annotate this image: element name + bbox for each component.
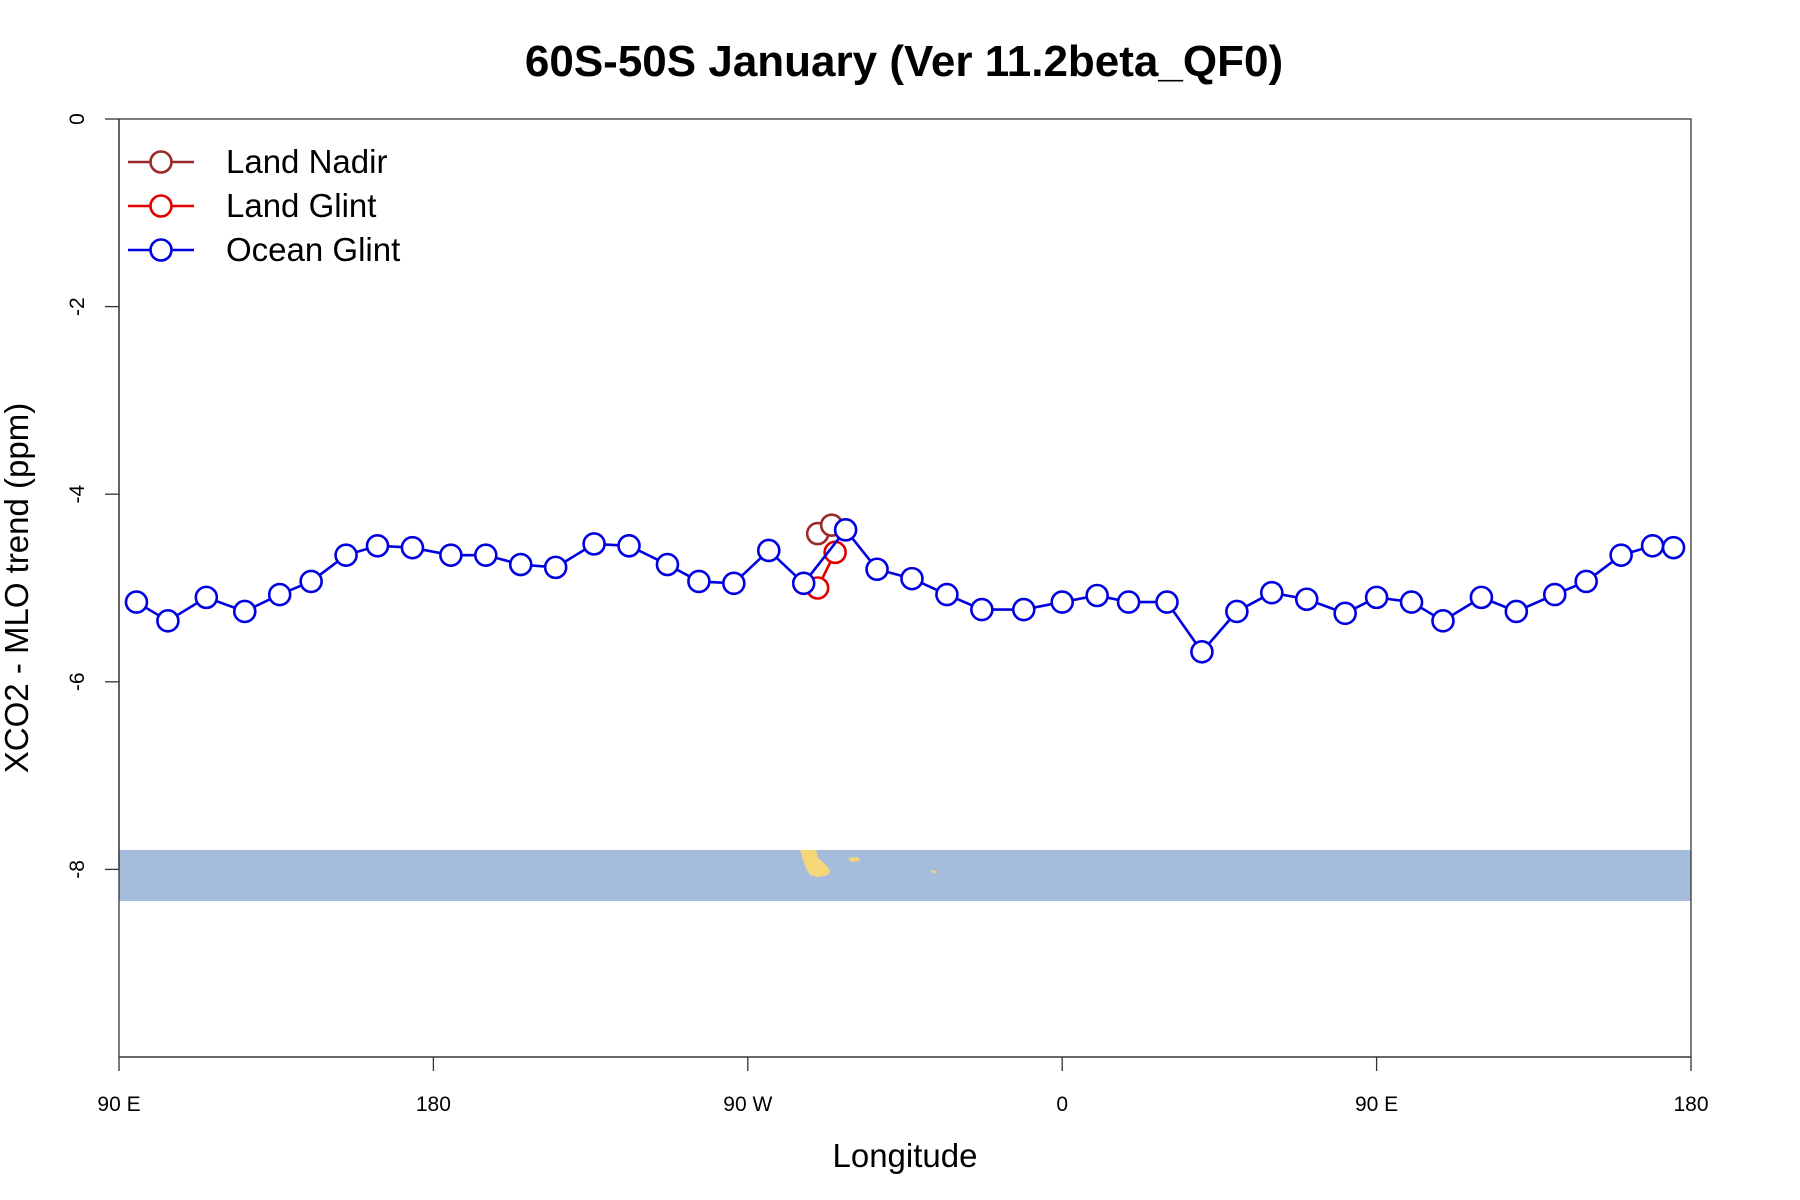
y-axis-label: XCO2 - MLO trend (ppm): [0, 403, 35, 773]
legend-label-land-nadir: Land Nadir: [226, 143, 387, 180]
data-point-ocean-glint: [1542, 582, 1567, 607]
data-point-ocean-glint: [1640, 533, 1665, 558]
map-strip-land-falklands: [848, 857, 860, 862]
y-tick-label: -6: [66, 672, 89, 691]
data-point-ocean-glint: [1574, 569, 1598, 594]
data-point-ocean-glint: [970, 597, 994, 622]
data-point-ocean-glint: [617, 533, 641, 558]
series-layer: [124, 513, 1686, 664]
data-point-ocean-glint: [439, 543, 463, 567]
data-point-ocean-glint: [1364, 585, 1389, 610]
legend-marker-ocean-glint: [149, 238, 173, 262]
data-point-ocean-glint: [582, 532, 606, 556]
data-point-ocean-glint: [1661, 535, 1686, 560]
data-point-ocean-glint: [267, 582, 292, 607]
data-point-ocean-glint: [232, 599, 257, 624]
data-point-ocean-glint: [299, 569, 323, 594]
map-strip-land-south-georgia: [930, 870, 937, 874]
data-point-ocean-glint: [1399, 590, 1424, 614]
x-tick-label: 180: [416, 1093, 451, 1116]
data-point-ocean-glint: [865, 557, 889, 582]
y-tick-label: 0: [66, 113, 89, 125]
data-point-ocean-glint: [194, 585, 219, 610]
data-point-ocean-glint: [1116, 590, 1141, 614]
series-ocean-glint: [124, 518, 1686, 664]
x-tick-label: 90 W: [723, 1093, 772, 1116]
x-tick-label: 90 E: [1355, 1093, 1398, 1116]
legend-marker-land-nadir: [149, 150, 173, 174]
data-point-ocean-glint: [1609, 543, 1633, 567]
legend: Land Nadir Land Glint Ocean Glint: [128, 143, 400, 268]
data-point-ocean-glint: [1504, 599, 1529, 624]
data-point-ocean-glint: [1155, 590, 1179, 614]
y-tick-label: -4: [66, 485, 89, 504]
data-point-ocean-glint: [1190, 639, 1214, 664]
x-tick-label: 0: [1056, 1093, 1068, 1116]
data-point-ocean-glint: [473, 543, 498, 567]
legend-item-land-nadir: Land Nadir: [128, 143, 387, 180]
y-tick-label: -8: [66, 860, 89, 879]
data-point-ocean-glint: [400, 535, 425, 560]
legend-item-ocean-glint: Ocean Glint: [128, 231, 400, 268]
legend-label-ocean-glint: Ocean Glint: [226, 231, 400, 268]
y-tick-label: -2: [66, 297, 89, 316]
data-point-ocean-glint: [791, 571, 816, 596]
data-point-ocean-glint: [156, 609, 180, 633]
map-strip-land-south-america: [800, 850, 830, 877]
data-point-ocean-glint: [334, 543, 358, 567]
map-strip-ocean: [119, 850, 1691, 901]
data-point-ocean-glint: [1225, 599, 1249, 624]
map-strip: [119, 850, 1691, 901]
data-point-ocean-glint: [756, 538, 781, 563]
data-point-ocean-glint: [1333, 601, 1357, 626]
data-point-ocean-glint: [722, 571, 746, 596]
data-point-ocean-glint: [935, 582, 959, 607]
data-point-ocean-glint: [124, 590, 149, 614]
chart-title: 60S-50S January (Ver 11.2beta_QF0): [525, 37, 1283, 86]
data-point-ocean-glint: [1469, 585, 1494, 610]
data-point-ocean-glint: [1431, 609, 1455, 633]
data-point-ocean-glint: [543, 555, 568, 580]
data-point-ocean-glint: [655, 552, 680, 577]
legend-item-land-glint: Land Glint: [128, 187, 376, 224]
x-tick-label: 90 E: [97, 1093, 140, 1116]
x-axis: 90 E 180 90 W 0 90 E 180: [97, 1056, 1709, 1116]
data-point-ocean-glint: [1050, 590, 1074, 614]
data-point-ocean-glint: [687, 569, 711, 594]
data-point-ocean-glint: [365, 533, 390, 558]
x-axis-label: Longitude: [833, 1137, 978, 1174]
data-point-ocean-glint: [508, 552, 533, 577]
data-point-ocean-glint: [1260, 580, 1284, 605]
data-point-ocean-glint: [1011, 597, 1036, 622]
data-point-ocean-glint: [900, 566, 924, 591]
data-point-ocean-glint: [833, 518, 858, 542]
data-point-ocean-glint: [1294, 587, 1319, 612]
legend-label-land-glint: Land Glint: [226, 187, 376, 224]
legend-marker-land-glint: [149, 194, 173, 218]
y-axis: 0 -2 -4 -6 -8: [66, 113, 120, 879]
x-tick-label: 180: [1673, 1093, 1708, 1116]
data-point-ocean-glint: [1085, 583, 1109, 608]
